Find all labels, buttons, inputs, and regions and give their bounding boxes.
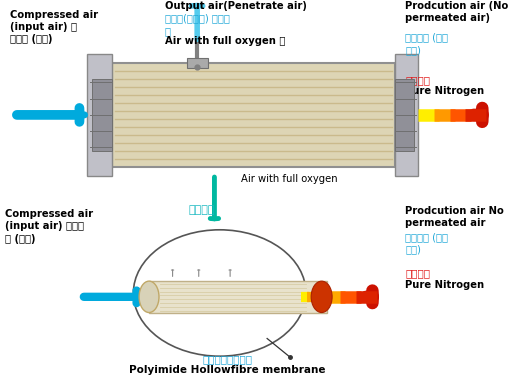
Text: 富氧气体: 富氧气体 — [405, 75, 430, 85]
Text: Compressed air
(input air) 压
缩空气 (进气): Compressed air (input air) 压 缩空气 (进气) — [10, 10, 98, 44]
Bar — [87, 54, 112, 176]
Text: 产出气体 (非渗
透气): 产出气体 (非渗 透气) — [405, 232, 448, 254]
Text: Output air(Penetrate air): Output air(Penetrate air) — [165, 1, 306, 11]
Text: 产出气体 (非渗
透气): 产出气体 (非渗 透气) — [405, 33, 448, 55]
Bar — [395, 79, 414, 151]
Text: 聚酰亚胺中空纤维: 聚酰亚胺中空纤维 — [202, 354, 253, 364]
Text: Prodcution air No
permeated air: Prodcution air No permeated air — [405, 206, 504, 228]
Text: 富氧气体: 富氧气体 — [188, 205, 214, 215]
Text: 富氧气体: 富氧气体 — [405, 268, 430, 278]
Text: Polyimide Hollowfibre membrane: Polyimide Hollowfibre membrane — [129, 365, 326, 375]
Text: Compressed air
(input air) 压缩空
气 (进气): Compressed air (input air) 压缩空 气 (进气) — [5, 209, 93, 244]
Bar — [395, 54, 418, 176]
Text: 排出气(渗透气) 富氧气
体: 排出气(渗透气) 富氧气 体 — [165, 13, 230, 36]
Bar — [92, 79, 112, 151]
Ellipse shape — [311, 281, 332, 313]
Text: Prodcution air (No
permeated air): Prodcution air (No permeated air) — [405, 1, 508, 23]
Bar — [112, 63, 395, 167]
Text: Pure Nitrogen: Pure Nitrogen — [405, 280, 484, 290]
Bar — [187, 58, 208, 68]
Bar — [149, 281, 327, 313]
Text: Air with full oxygen 「: Air with full oxygen 「 — [165, 36, 285, 46]
Text: Air with full oxygen: Air with full oxygen — [241, 174, 337, 184]
Text: Pure Nitrogen: Pure Nitrogen — [405, 86, 484, 96]
Ellipse shape — [139, 281, 159, 313]
